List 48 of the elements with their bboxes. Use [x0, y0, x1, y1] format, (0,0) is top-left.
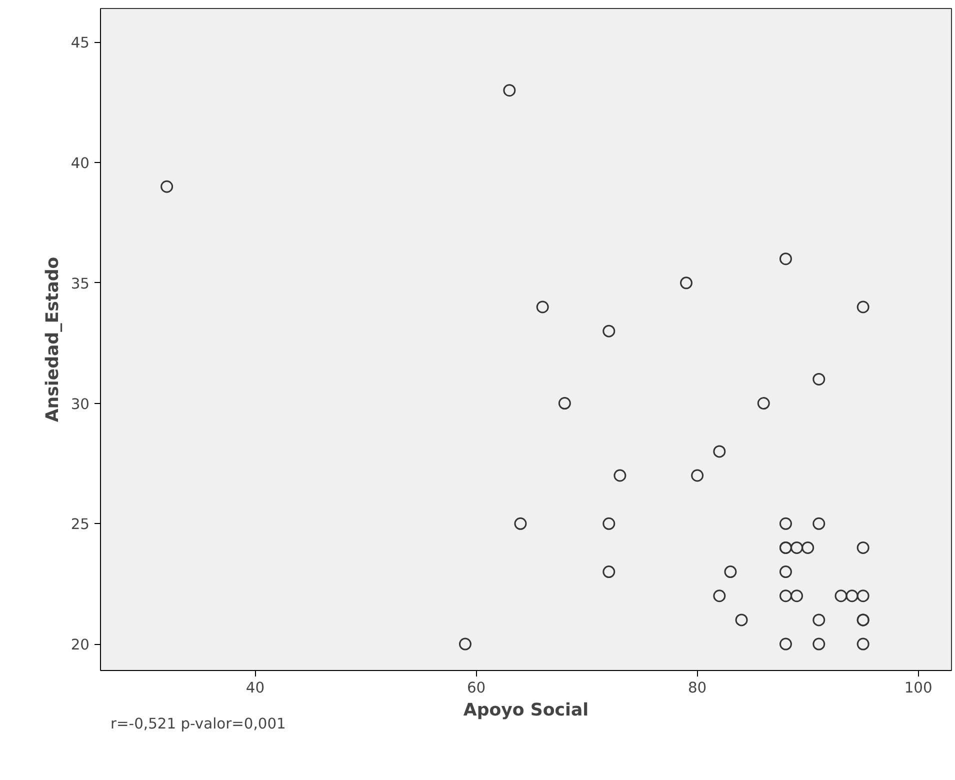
point — [856, 300, 870, 314]
point — [558, 397, 571, 410]
point — [724, 566, 737, 578]
point — [757, 397, 770, 410]
point — [790, 590, 804, 602]
y-tick-label: 25 — [70, 516, 90, 534]
point — [779, 252, 792, 266]
text: r=-0,521 p-valor=0,001 — [110, 716, 286, 732]
point — [602, 517, 616, 530]
point — [503, 84, 516, 97]
point — [834, 590, 848, 602]
y-tick-label: 30 — [70, 396, 90, 413]
point — [458, 638, 472, 650]
point — [812, 372, 826, 386]
y-tick-label: 20 — [70, 636, 90, 654]
point — [856, 590, 870, 602]
x-tick-label: 80 — [688, 680, 707, 696]
point — [779, 566, 792, 578]
point — [779, 638, 792, 650]
point — [856, 638, 870, 650]
y-tick-label: 40 — [70, 155, 90, 172]
y-axis-title: Ansiedad_Estado — [42, 256, 63, 422]
y-tick-label: 45 — [70, 34, 90, 52]
point — [691, 469, 704, 482]
point — [779, 590, 792, 602]
point — [160, 180, 174, 193]
point — [602, 324, 616, 338]
x-tick-label: 40 — [246, 680, 265, 696]
y-tick-label: 35 — [70, 275, 90, 292]
point — [602, 566, 616, 578]
point — [713, 445, 726, 458]
point — [735, 614, 748, 626]
point — [802, 541, 814, 554]
point — [846, 590, 858, 602]
x-axis-title: Apoyo Social — [463, 700, 589, 720]
point — [856, 541, 870, 554]
point — [790, 541, 804, 554]
point — [812, 638, 826, 650]
point — [779, 517, 792, 530]
point — [680, 276, 693, 290]
x-tick-label: 100 — [904, 680, 932, 696]
point — [514, 517, 527, 530]
point — [812, 614, 826, 626]
point — [614, 469, 626, 482]
point — [536, 300, 549, 314]
point — [713, 590, 726, 602]
x-tick-label: 60 — [466, 680, 486, 696]
point — [812, 517, 826, 530]
